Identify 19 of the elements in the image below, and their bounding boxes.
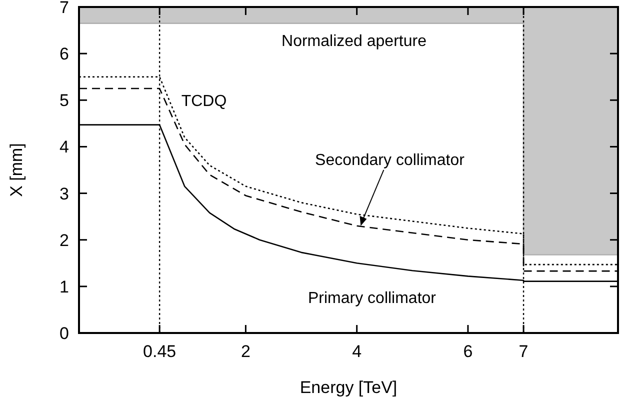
x-tick-label: 7: [518, 342, 528, 361]
y-tick-label: 6: [60, 44, 69, 64]
y-tick-label: 4: [60, 138, 69, 157]
x-tick-label: 6: [463, 342, 473, 361]
y-axis-title: X [mm]: [7, 143, 26, 197]
x-axis-title: Energy [TeV]: [300, 378, 398, 397]
annotation: TCDQ: [181, 93, 227, 110]
y-tick-label: 7: [60, 0, 69, 17]
y-tick-label: 5: [60, 91, 69, 110]
x-tick-label: 0.45: [143, 342, 176, 361]
x-tick-label: 4: [352, 342, 362, 361]
annotation: Normalized aperture: [282, 33, 427, 50]
y-tick-label: 2: [60, 230, 69, 250]
y-tick-label: 1: [60, 277, 69, 296]
annotation: Primary collimator: [308, 290, 437, 307]
x-tick-label: 2: [240, 342, 250, 361]
annotation: Secondary collimator: [315, 152, 466, 169]
y-tick-label: 0: [60, 324, 69, 343]
y-tick-label: 3: [60, 184, 69, 204]
